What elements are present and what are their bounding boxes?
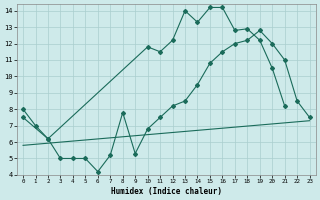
X-axis label: Humidex (Indice chaleur): Humidex (Indice chaleur) bbox=[111, 187, 222, 196]
